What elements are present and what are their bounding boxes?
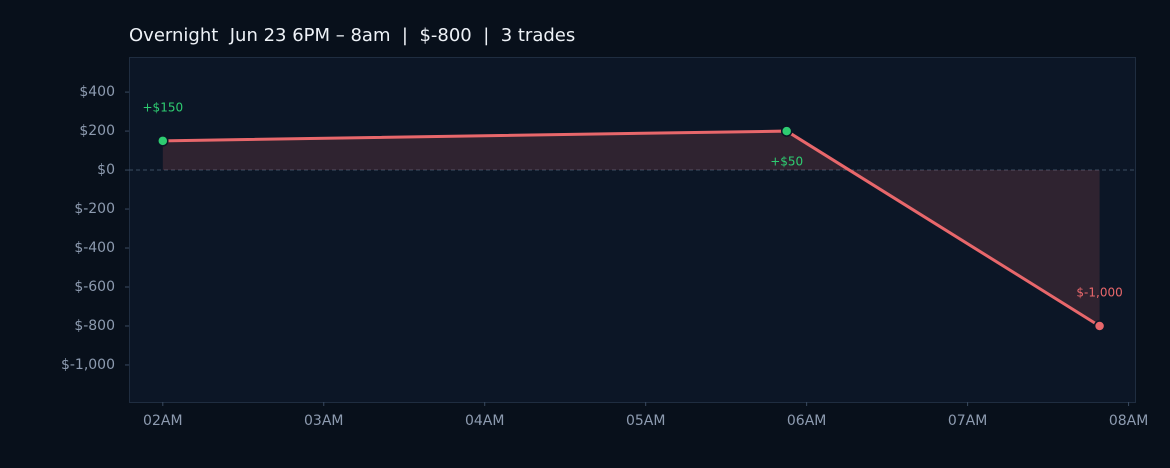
x-tick-label: 08AM	[1109, 413, 1148, 429]
trade-label: +$150	[143, 100, 184, 114]
y-tick-label: $-800	[74, 318, 115, 334]
y-tick-label: $-600	[74, 279, 115, 295]
plot-area	[129, 57, 1136, 403]
x-tick-label: 07AM	[948, 413, 987, 429]
y-tick-label: $-400	[74, 240, 115, 256]
x-tick-label: 06AM	[787, 413, 826, 429]
point	[780, 125, 793, 137]
y-tick-label: $-200	[74, 201, 115, 217]
y-tick-label: $400	[79, 84, 115, 100]
chart-title: Overnight Jun 23 6PM – 8am | $-800 | 3 t…	[129, 25, 575, 46]
y-tick-label: $0	[97, 162, 115, 178]
x-tick-label: 02AM	[143, 413, 182, 429]
x-tick-label: 04AM	[465, 413, 504, 429]
x-tick-label: 05AM	[626, 413, 665, 429]
trade-label: $-1,000	[1076, 285, 1122, 299]
point	[1093, 320, 1106, 332]
trade-label: +$50	[770, 155, 803, 169]
point	[157, 135, 169, 147]
y-tick-label: $-1,000	[61, 357, 115, 373]
x-tick-label: 03AM	[304, 413, 343, 429]
y-tick-label: $200	[79, 123, 115, 139]
